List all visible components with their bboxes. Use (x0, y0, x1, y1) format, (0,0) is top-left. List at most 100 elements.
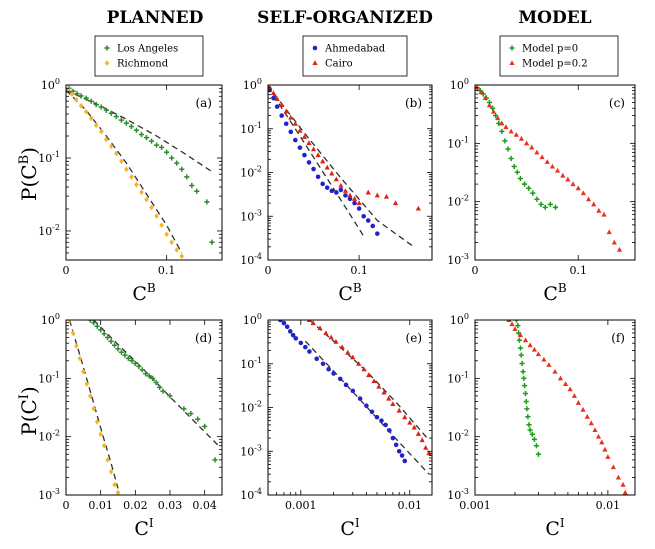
y-tick-label: 10-3 (447, 487, 469, 502)
y-tick-label: 10-3 (447, 252, 469, 267)
y-tick-label: 100 (41, 312, 60, 327)
series-ahmedabad (278, 320, 408, 464)
data-point (103, 136, 109, 143)
plot-frame (474, 319, 636, 496)
data-point (585, 196, 592, 202)
series-model-p-0-2 (475, 85, 623, 252)
data-point (324, 164, 330, 170)
legend-marker (509, 45, 515, 51)
data-point (547, 201, 553, 207)
data-point (352, 200, 357, 206)
data-point (288, 114, 294, 120)
data-point (520, 369, 526, 375)
data-point (371, 378, 377, 384)
legend-label: Los Angeles (117, 44, 178, 55)
data-point (611, 239, 617, 245)
data-point (622, 489, 628, 495)
data-point (108, 468, 114, 475)
fit-line-2 (68, 320, 119, 489)
x-axis-label: CI (134, 516, 154, 540)
data-point (605, 454, 611, 459)
data-point (164, 149, 170, 155)
data-point (154, 213, 159, 219)
panel-letter: (b) (405, 96, 422, 110)
legend-label: Richmond (117, 59, 169, 70)
data-point (513, 320, 520, 323)
data-point (133, 127, 140, 133)
data-point (113, 113, 119, 120)
series-model-p-0 (475, 85, 559, 210)
data-point (539, 154, 545, 160)
data-point (129, 174, 134, 180)
data-point (333, 338, 339, 344)
legend-label: Ahmedabad (324, 44, 386, 55)
y-tick-label: 10-1 (240, 121, 262, 136)
y-tick-label: 10-1 (447, 370, 469, 385)
data-point (93, 101, 99, 108)
header-planned: PLANNED (107, 8, 204, 28)
data-point (345, 349, 351, 355)
data-point (356, 200, 362, 206)
panel-d: 100 10-1 10-2 10-30 0.01 0.02 0.03 0.04 (d) CI (38, 312, 223, 540)
data-point (329, 170, 335, 176)
data-point (136, 363, 142, 370)
data-point (153, 142, 160, 148)
legend-marker (104, 60, 110, 66)
plot-area (66, 85, 215, 260)
data-point (279, 113, 284, 118)
data-point (514, 169, 520, 175)
data-point (101, 331, 107, 337)
data-point (66, 86, 71, 92)
data-point (592, 427, 598, 433)
data-point (365, 189, 371, 195)
data-point (77, 355, 83, 362)
data-point (74, 343, 79, 349)
data-point (169, 155, 175, 161)
data-point (596, 207, 602, 213)
data-point (283, 121, 289, 127)
data-point (499, 128, 505, 135)
data-point (508, 155, 514, 162)
series-ahmedabad (268, 86, 380, 236)
y-tick-label: 100 (450, 312, 469, 327)
plot-frame (267, 319, 433, 496)
data-point (290, 332, 296, 338)
data-point (129, 358, 135, 364)
data-point (111, 342, 118, 348)
data-point (339, 344, 345, 350)
data-point (524, 140, 530, 146)
data-point (560, 172, 566, 178)
data-point (419, 437, 425, 443)
data-point (521, 383, 528, 389)
data-point (495, 115, 501, 121)
data-point (370, 223, 376, 229)
data-point (87, 393, 93, 399)
ylabel-bottom-base: P(C (17, 399, 41, 436)
data-point (271, 95, 276, 101)
data-point (529, 144, 535, 150)
data-point (78, 93, 84, 99)
data-point (134, 181, 139, 188)
plot-area (67, 320, 219, 495)
data-point (67, 320, 72, 323)
y-tick-label: 10-3 (240, 443, 262, 458)
data-point (204, 199, 210, 205)
data-point (88, 98, 94, 104)
series-richmond (66, 86, 185, 260)
x-tick-label: 0 (265, 264, 272, 277)
data-point (356, 206, 362, 211)
data-point (293, 137, 298, 143)
data-point (509, 321, 515, 327)
data-point (584, 413, 590, 419)
data-point (521, 375, 527, 381)
data-point (523, 398, 529, 405)
plot-area (475, 85, 623, 252)
data-point (159, 222, 164, 228)
data-point (118, 117, 124, 123)
data-point (499, 120, 505, 126)
series-los-angeles (87, 320, 218, 463)
panel-letter: (d) (195, 331, 212, 345)
data-point (212, 457, 218, 463)
data-point (338, 182, 344, 188)
x-tick-label: 0.01 (88, 499, 113, 512)
